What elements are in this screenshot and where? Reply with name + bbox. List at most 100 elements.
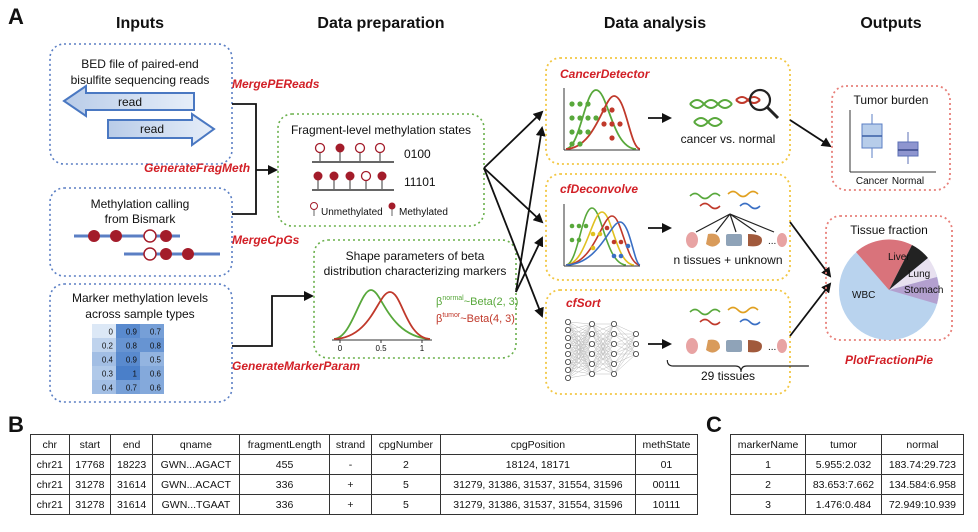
- column-header: tumor: [805, 434, 882, 455]
- deconvolve-plot: [563, 204, 641, 267]
- heatmap-cell: [116, 352, 140, 366]
- heatmap-value: 0: [109, 328, 114, 337]
- tumor-burden-boxplot: [849, 110, 936, 173]
- heatmap-value: 0.6: [150, 384, 162, 393]
- header-data-preparation: Data preparation: [317, 15, 444, 32]
- table-cell: 3: [729, 494, 807, 515]
- pie-label-stomach: Stomach: [904, 285, 943, 296]
- heatmap-value: 0.4: [102, 384, 114, 393]
- table-cell: GWN...ACACT: [151, 474, 240, 495]
- table-cell: 455: [238, 454, 331, 475]
- read-arrow-right-icon: [107, 112, 216, 147]
- func-plot-fraction-pie: PlotFractionPie: [845, 353, 933, 367]
- table-cell: 336: [238, 494, 331, 515]
- beta-normal-curve: [333, 289, 431, 340]
- heatmap-value: 0.7: [150, 328, 162, 337]
- marker-row: 3 1.476:0.484 72.949:10.939: [729, 494, 965, 515]
- bed-file-label-line1: BED file of paired-end: [81, 57, 198, 71]
- table-cell: 10111: [634, 494, 699, 515]
- tissues-ellipsis-1: ...: [768, 236, 776, 247]
- beta-distribution-plot: [332, 289, 432, 343]
- state-11101: 11101: [404, 175, 436, 189]
- table-cell: 31279, 31386, 31537, 31554, 31596: [439, 474, 636, 495]
- marker-levels-box: [49, 283, 233, 403]
- table-cell: 17768: [68, 454, 112, 475]
- column-header: end: [110, 434, 153, 455]
- heatmap-value: 0.9: [126, 328, 138, 337]
- bismark-cpg-reads-icon: [74, 229, 220, 261]
- marker-levels-line2: across sample types: [85, 307, 194, 321]
- heatmap-value: 0.8: [126, 342, 138, 351]
- beta-normal-formula: βnormal~Beta(2, 3): [436, 295, 518, 308]
- shape-params-box: [313, 239, 517, 359]
- marker-table-header: markerName tumor normal: [729, 434, 965, 455]
- table-cell: chr21: [30, 494, 70, 515]
- shape-params-line2: distribution characterizing markers: [324, 264, 507, 278]
- pie-label-liver: Liver: [888, 252, 910, 263]
- table-cell: chr21: [30, 454, 70, 475]
- fragment-row: chr21 31278 31614 GWN...ACACT 336 +5 31279, 31…: [30, 474, 699, 495]
- heatmap-value: 0.2: [102, 342, 114, 351]
- marker-row: 1 5.955:2.032 183.74:29.723: [729, 454, 965, 475]
- state-0100: 0100: [404, 147, 431, 161]
- cancer-vs-normal-label: cancer vs. normal: [681, 132, 776, 146]
- func-merge-pe-reads: MergePEReads: [232, 77, 320, 91]
- table-cell: 83.653:7.662: [805, 474, 882, 495]
- table-cell: 1: [729, 454, 807, 475]
- heatmap-cell: [140, 324, 164, 338]
- neural-network-icon: [565, 318, 640, 381]
- n-tissues-label: n tissues + unknown: [673, 253, 782, 267]
- tissues-ellipsis-2: ...: [768, 342, 776, 353]
- tissue-fraction-pie: [839, 239, 939, 340]
- func-generate-frag-meth: GenerateFragMeth: [144, 161, 250, 175]
- table-cell: 5: [370, 474, 441, 495]
- marker-levels-line1: Marker methylation levels: [72, 291, 208, 305]
- heatmap-value: 0.6: [150, 370, 162, 379]
- heatmap-cell: [92, 380, 116, 394]
- beta-axis-0: 0: [338, 344, 343, 353]
- cf-deconvolve-box: [545, 173, 791, 281]
- table-cell: +: [329, 474, 372, 495]
- heatmap-value: 0.5: [150, 356, 162, 365]
- read-label-1: read: [118, 95, 142, 109]
- cancer-label: Cancer: [856, 176, 889, 187]
- heatmap-cell: [116, 366, 140, 380]
- panel-label-c: C: [706, 412, 722, 437]
- heatmap-value: 0.9: [126, 356, 138, 365]
- cancer-detector-box: [545, 57, 791, 165]
- heatmap-cell: [92, 366, 116, 380]
- tissue-fraction-title: Tissue fraction: [850, 223, 928, 237]
- table-cell: 00111: [634, 474, 699, 495]
- column-header: markerName: [729, 434, 807, 455]
- cf-sort-box: [545, 289, 791, 395]
- fragment-states-title: Fragment-level methylation states: [291, 123, 471, 137]
- table-cell: 183.74:29.723: [880, 454, 965, 475]
- column-header: chr: [30, 434, 70, 455]
- cancer-detector-plot: [563, 88, 641, 151]
- deconvolve-tissues-icon: ...: [686, 190, 787, 248]
- bed-file-label-line2: bisulfite sequencing reads: [71, 73, 210, 87]
- pie-label-wbc: WBC: [852, 290, 875, 301]
- column-header: fragmentLength: [238, 434, 331, 455]
- fragment-table: chr start end qname fragmentLength strand cpgN…: [30, 434, 699, 515]
- heatmap-cell: [140, 380, 164, 394]
- heatmap-value: 0.7: [126, 384, 138, 393]
- column-header: strand: [329, 434, 372, 455]
- table-cell: 2: [729, 474, 807, 495]
- table-cell: 18223: [110, 454, 153, 475]
- table-cell: chr21: [30, 474, 70, 495]
- column-header: cpgPosition: [439, 434, 636, 455]
- cfsort-tissues-icon: ...: [666, 306, 809, 373]
- table-cell: GWN...TGAAT: [151, 494, 240, 515]
- table-cell: GWN...AGACT: [151, 454, 240, 475]
- table-cell: 18124, 18171: [439, 454, 636, 475]
- table-cell: 31279, 31386, 31537, 31554, 31596: [439, 494, 636, 515]
- legend-methylated-icon: [388, 202, 396, 216]
- func-cancer-detector: CancerDetector: [560, 67, 651, 81]
- bismark-box: [49, 187, 233, 277]
- heatmap-cell: [116, 324, 140, 338]
- fragment-row: chr21 31278 31614 GWN...TGAAT 336 +5 31279, 31…: [30, 494, 699, 515]
- table-cell: 5: [370, 494, 441, 515]
- table-cell: 31614: [110, 474, 153, 495]
- heatmap-value: 1: [133, 370, 138, 379]
